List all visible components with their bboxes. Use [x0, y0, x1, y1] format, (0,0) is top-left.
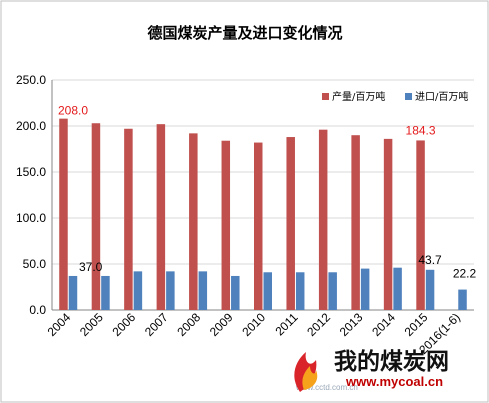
bar-import — [295, 272, 305, 310]
data-label: 184.3 — [406, 123, 436, 137]
y-tick-label: 0.0 — [29, 303, 46, 317]
watermark-url: www.mycoal.cn — [345, 374, 443, 389]
legend-swatch-import — [405, 93, 412, 100]
watermark-site-name: 我的煤炭网 — [334, 348, 449, 375]
bar-production — [318, 129, 328, 310]
data-label: 43.7 — [418, 253, 442, 267]
bar-import — [458, 289, 467, 310]
watermark-faint-url: www.cctd.com.cn — [295, 383, 358, 392]
data-labels: 208.0 184.3 37.0 43.7 22.2 — [58, 104, 477, 281]
flame-icon — [294, 352, 318, 392]
bar-production — [221, 140, 231, 310]
bar-production — [189, 133, 198, 310]
bar-import — [198, 271, 208, 310]
bar-production — [416, 140, 425, 310]
legend-label-production: 产量/百万吨 — [332, 90, 385, 103]
legend: 产量/百万吨 进口/百万吨 — [322, 90, 468, 103]
y-tick-label: 100.0 — [16, 211, 46, 225]
data-label: 37.0 — [79, 260, 103, 274]
grid-lines — [51, 79, 474, 311]
bar-production — [351, 135, 360, 310]
bar-production — [91, 123, 101, 311]
bar-import — [101, 275, 110, 310]
bars — [59, 118, 467, 311]
data-label: 208.0 — [58, 104, 88, 118]
y-axis-ticks: 0.0 50.0 100.0 150.0 200.0 250.0 — [16, 73, 46, 317]
chart-title: 德国煤炭产量及进口变化情况 — [147, 24, 342, 42]
bar-import — [263, 272, 272, 310]
bar-import — [393, 267, 402, 310]
bar-production — [383, 138, 393, 310]
y-tick-label: 200.0 — [16, 119, 46, 133]
y-tick-label: 150.0 — [16, 165, 46, 179]
watermark-logo: www.cctd.com.cn 我的煤炭网 www.mycoal.cn — [294, 348, 449, 392]
bar-import — [231, 275, 240, 310]
bar-import — [360, 268, 370, 310]
bar-production — [59, 118, 68, 310]
bar-import — [425, 269, 435, 310]
legend-label-import: 进口/百万吨 — [415, 90, 468, 103]
legend-swatch-production — [322, 93, 329, 100]
bar-production — [124, 128, 133, 310]
y-tick-label: 250.0 — [16, 73, 46, 87]
bar-import — [133, 271, 143, 310]
bar-production — [254, 142, 263, 310]
bar-production — [156, 124, 166, 310]
y-tick-label: 50.0 — [23, 257, 47, 271]
bar-import — [328, 272, 337, 310]
bar-production — [286, 137, 295, 310]
data-label: 22.2 — [453, 267, 477, 281]
bar-import — [166, 271, 175, 310]
bar-import — [68, 275, 78, 310]
